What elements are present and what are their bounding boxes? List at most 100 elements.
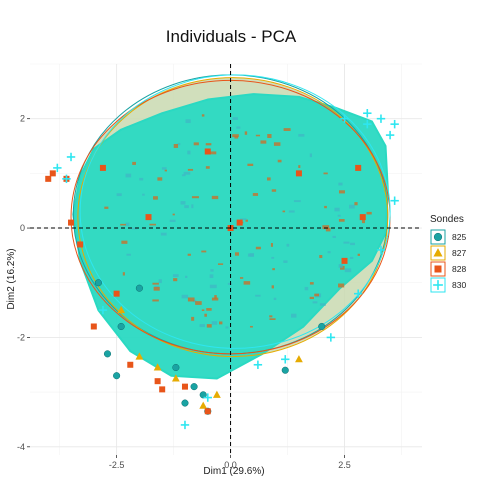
cloud-speck	[193, 142, 199, 146]
cloud-speck	[172, 213, 175, 216]
data-point	[203, 393, 212, 402]
chart-title: Individuals - PCA	[166, 27, 297, 46]
cloud-speck	[227, 282, 232, 285]
cloud-speck	[293, 200, 301, 203]
cloud-speck	[184, 205, 189, 209]
y-axis-label: Dim2 (16.2%)	[6, 248, 17, 309]
data-point	[99, 164, 106, 171]
cloud-speck	[206, 308, 212, 311]
cloud-speck	[191, 316, 195, 321]
cloud-speck	[304, 286, 309, 291]
data-point	[127, 361, 134, 368]
cloud-speck	[201, 309, 205, 312]
cloud-speck	[210, 269, 214, 272]
cloud-speck	[298, 165, 301, 168]
x-tick-label: 2.5	[338, 460, 351, 470]
data-point	[90, 323, 97, 330]
cloud-speck	[247, 163, 254, 166]
cloud-speck	[323, 172, 328, 175]
data-point	[318, 322, 326, 331]
y-tick-label: -4	[17, 442, 25, 452]
cloud-speck	[283, 128, 291, 131]
data-point	[145, 214, 152, 221]
data-point	[154, 378, 161, 385]
cloud-speck	[225, 326, 229, 329]
cloud-speck	[314, 293, 320, 297]
data-point	[68, 219, 75, 226]
cloud-speck	[126, 253, 131, 256]
cloud-speck	[334, 207, 340, 212]
cloud-speck	[183, 171, 191, 175]
cloud-speck	[234, 136, 239, 139]
data-point	[49, 170, 56, 177]
legend-label: 830	[452, 280, 466, 290]
cloud-speck	[104, 206, 109, 209]
data-point	[190, 383, 198, 391]
cloud-speck	[204, 313, 207, 317]
data-point	[376, 245, 386, 255]
cloud-speck	[191, 196, 199, 199]
cloud-speck	[366, 211, 372, 215]
legend: Sondes 825 827 828 830	[430, 214, 466, 293]
cloud-speck	[187, 150, 191, 155]
cloud-speck	[312, 301, 318, 304]
cloud-speck	[270, 243, 273, 247]
cloud-speck	[217, 263, 224, 265]
data-point	[281, 366, 289, 374]
cloud-speck	[219, 321, 223, 325]
cloud-speck	[121, 240, 128, 244]
legend-title: Sondes	[430, 214, 464, 225]
cloud-speck	[158, 279, 162, 284]
legend-label: 825	[452, 232, 466, 242]
data-point	[363, 119, 372, 129]
cloud-speck	[169, 219, 176, 222]
series-830	[53, 109, 399, 430]
cloud-speck	[332, 235, 336, 238]
data-point	[135, 352, 144, 360]
ellipse-830	[79, 74, 391, 349]
cloud-speck	[125, 173, 132, 178]
data-point	[376, 114, 386, 123]
cloud-speck	[181, 294, 189, 299]
legend-label: 828	[452, 264, 466, 274]
cloud-speck	[255, 134, 261, 137]
data-point	[113, 290, 120, 297]
legend-item-830: 830	[430, 277, 466, 293]
data-point	[204, 148, 211, 155]
cloud-speck	[173, 143, 179, 148]
y-tick-label: -2	[17, 332, 25, 342]
cloud-speck	[152, 282, 159, 285]
cloud-speck	[354, 202, 358, 206]
cloud-speck	[187, 297, 195, 302]
cloud-speck	[349, 256, 354, 259]
cloud-speck	[272, 268, 275, 271]
cloud-speck	[267, 134, 272, 139]
data-point	[433, 280, 443, 290]
cloud-speck	[211, 321, 218, 325]
cloud-texture	[104, 114, 372, 329]
cloud-speck	[244, 131, 248, 135]
cloud-speck	[286, 243, 290, 247]
data-point	[295, 355, 303, 363]
x-tick-label: -2.5	[109, 460, 125, 470]
cloud-speck	[243, 281, 251, 285]
cloud-speck	[324, 205, 327, 209]
cloud-speck	[164, 169, 167, 172]
cloud-speck	[273, 297, 277, 301]
cloud-speck	[153, 286, 160, 291]
data-point	[181, 383, 188, 390]
data-point	[62, 174, 71, 184]
cloud-speck	[132, 161, 136, 165]
cloud-speck	[291, 313, 297, 318]
cloud-speck	[298, 133, 305, 137]
data-point	[326, 333, 336, 342]
cloud-speck	[153, 196, 158, 200]
cloud-speck	[252, 193, 259, 196]
cloud-speck	[349, 204, 355, 209]
data-point	[433, 232, 443, 242]
cloud-speck	[325, 227, 331, 232]
data-point	[236, 219, 243, 226]
data-point	[135, 284, 143, 292]
cloud-speck	[131, 227, 138, 230]
